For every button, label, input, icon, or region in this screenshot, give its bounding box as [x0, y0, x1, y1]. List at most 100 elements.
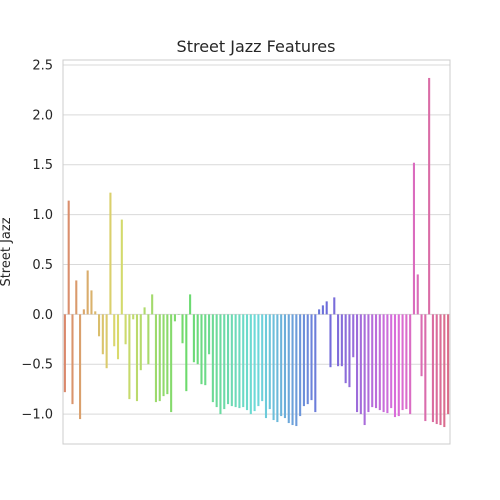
bar: [299, 314, 302, 417]
bar: [329, 314, 332, 368]
bar: [340, 314, 343, 367]
bar: [253, 314, 256, 412]
bar: [245, 314, 249, 411]
bar: [147, 314, 150, 365]
y-tick-label: −0.5: [21, 358, 53, 373]
bar: [211, 314, 214, 403]
bar: [185, 314, 188, 392]
bar: [238, 314, 241, 409]
bar: [192, 314, 195, 363]
bar: [390, 314, 393, 409]
bar: [435, 314, 438, 425]
bar: [189, 294, 192, 315]
bar: [416, 274, 419, 315]
bar: [401, 314, 404, 411]
bar: [196, 314, 199, 365]
bar: [302, 314, 305, 407]
bar: [135, 314, 139, 402]
bar: [276, 314, 279, 423]
y-axis-label: Street Jazz: [0, 217, 14, 286]
bar: [132, 314, 135, 320]
bar: [337, 314, 340, 367]
bar: [230, 314, 233, 407]
bar: [333, 297, 336, 315]
bar: [386, 314, 389, 414]
bar: [348, 314, 351, 388]
bar: [264, 314, 268, 419]
bar: [405, 314, 408, 410]
bar: [272, 314, 275, 421]
bar: [170, 314, 173, 413]
y-tick-label: 2.0: [32, 108, 53, 123]
bar: [82, 309, 85, 315]
bar: [166, 314, 169, 395]
bar: [116, 314, 120, 360]
bar: [215, 314, 218, 408]
bars-group: [63, 77, 450, 428]
bar: [287, 314, 290, 424]
bar: [139, 314, 142, 371]
bar: [393, 314, 397, 418]
bar: [261, 314, 264, 402]
bar: [223, 314, 226, 410]
bar: [378, 314, 381, 411]
plot-background: [63, 60, 450, 444]
bar: [409, 314, 412, 415]
bar: [113, 314, 116, 347]
bar: [314, 314, 317, 413]
bar: [158, 314, 161, 402]
bar: [98, 314, 101, 337]
bar: [443, 314, 446, 428]
y-tick-label: 1.0: [32, 208, 53, 223]
bar: [374, 314, 378, 409]
bar: [295, 314, 298, 427]
bar: [120, 219, 123, 315]
bar: [283, 314, 286, 419]
bar: [363, 314, 366, 426]
bar: [356, 314, 359, 413]
y-tick-labels: 2.5 2.0 1.5 1.0 0.5 0.0 −0.5 −1.0: [21, 58, 53, 422]
bar: [412, 162, 415, 315]
bar: [321, 305, 324, 315]
bar: [382, 314, 385, 413]
bar: [249, 314, 252, 415]
plot-frame: [62, 59, 451, 445]
bar: [325, 301, 328, 315]
bar: [318, 309, 321, 315]
bar: [424, 314, 427, 422]
y-tick-label: 1.5: [32, 158, 53, 173]
bar: [359, 314, 362, 415]
bar: [67, 200, 70, 315]
chart-title: Street Jazz Features: [177, 37, 336, 56]
bar: [124, 314, 127, 345]
bar: [204, 314, 207, 386]
bar: [234, 314, 237, 408]
gridlines: [63, 64, 450, 415]
bar: [371, 314, 374, 408]
bar: [344, 314, 347, 384]
bar: [431, 314, 434, 423]
bar: [291, 314, 294, 426]
bar: [367, 314, 370, 413]
bar: [227, 314, 230, 405]
bar: [428, 77, 431, 315]
bar: [101, 314, 104, 355]
bar: [128, 314, 131, 400]
bar: [352, 314, 355, 358]
bar: [63, 314, 66, 393]
bar: [268, 314, 271, 410]
bar: [310, 314, 313, 401]
bar: [200, 314, 203, 385]
bar: [75, 280, 78, 315]
y-tick-label: 0.0: [32, 308, 53, 323]
bar: [151, 294, 154, 315]
y-tick-label: −1.0: [21, 408, 53, 423]
bar: [306, 314, 309, 405]
bar: [257, 314, 260, 407]
bar: [154, 314, 157, 403]
bar: [208, 314, 211, 355]
bar: [71, 314, 74, 405]
bar: [181, 314, 184, 344]
bar: [86, 270, 89, 315]
